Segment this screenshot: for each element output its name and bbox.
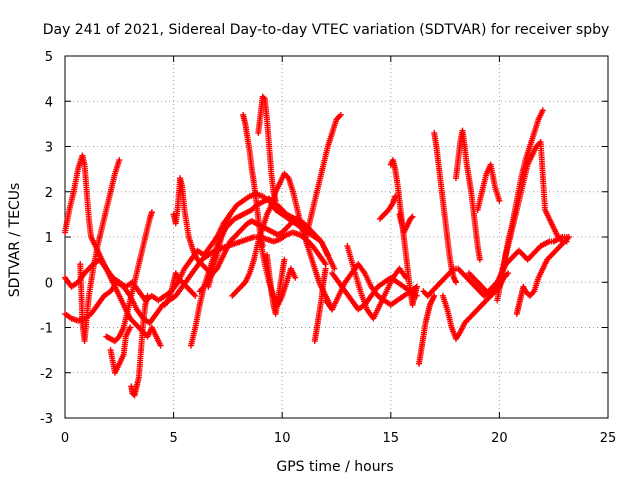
series-track-6 xyxy=(107,324,134,376)
series-track-12 xyxy=(205,211,234,290)
series-track-26 xyxy=(416,292,438,367)
data-point xyxy=(127,324,134,331)
y-tick-label: -3 xyxy=(40,412,53,427)
y-tick-label: 0 xyxy=(45,276,53,291)
y-tick-label: 1 xyxy=(45,231,53,246)
data-point xyxy=(337,111,344,118)
data-point xyxy=(496,197,503,204)
data-point xyxy=(409,213,416,220)
data-series xyxy=(62,93,572,399)
series-track-15 xyxy=(255,93,279,204)
series-track-5 xyxy=(103,209,155,345)
y-tick-label: 4 xyxy=(45,95,53,110)
data-point xyxy=(281,256,288,263)
y-tick-label: 5 xyxy=(45,50,53,65)
y-tick-label: -1 xyxy=(40,322,53,337)
x-axis-label: GPS time / hours xyxy=(276,459,393,475)
data-point xyxy=(331,265,338,272)
series-track-22 xyxy=(344,243,410,322)
chart-title: Day 241 of 2021, Sidereal Day-to-day VTE… xyxy=(43,22,610,38)
series-track-34 xyxy=(513,234,572,317)
x-tick-label: 5 xyxy=(169,431,177,446)
series-track-30 xyxy=(452,127,483,263)
data-point xyxy=(431,292,438,299)
data-point xyxy=(476,256,483,263)
y-tick-label: 2 xyxy=(45,186,53,201)
data-point xyxy=(292,274,299,281)
y-tick-label: -2 xyxy=(40,367,53,382)
series-track-3 xyxy=(62,152,164,349)
series-track-19 xyxy=(311,265,329,345)
series-track-8 xyxy=(161,270,199,308)
data-point xyxy=(148,209,155,216)
data-point xyxy=(116,157,123,164)
data-point xyxy=(157,342,164,349)
data-point xyxy=(408,214,415,221)
series-track-32 xyxy=(474,161,503,213)
x-tick-label: 10 xyxy=(274,431,291,446)
data-point xyxy=(505,270,512,277)
data-point xyxy=(539,107,546,114)
series-track-25 xyxy=(396,211,416,236)
y-axis: -3 -2 -1 0 1 2 3 4 5 xyxy=(40,50,608,427)
x-tick-label: 20 xyxy=(491,431,508,446)
data-point xyxy=(227,211,234,218)
series-track-2 xyxy=(62,229,329,326)
x-tick-label: 15 xyxy=(383,431,400,446)
data-point xyxy=(322,265,329,272)
series-track-18 xyxy=(303,111,344,240)
series-track-7 xyxy=(128,292,151,399)
series-track-23 xyxy=(376,193,399,222)
series-track-17 xyxy=(263,252,288,317)
series-track-1 xyxy=(62,191,331,304)
y-tick-label: 3 xyxy=(45,141,53,156)
x-tick-label: 0 xyxy=(61,431,69,446)
y-axis-label: SDTVAR / TECUs xyxy=(7,183,23,298)
x-axis: 0 5 10 15 20 25 xyxy=(61,56,616,446)
data-point xyxy=(144,292,151,299)
series-track-4 xyxy=(77,157,123,345)
data-point xyxy=(413,283,420,290)
data-point xyxy=(272,197,279,204)
data-point xyxy=(452,279,459,286)
x-tick-label: 25 xyxy=(600,431,617,446)
data-point xyxy=(260,94,267,101)
series-track-28 xyxy=(431,129,459,286)
data-point xyxy=(565,234,572,240)
data-point xyxy=(192,292,199,299)
